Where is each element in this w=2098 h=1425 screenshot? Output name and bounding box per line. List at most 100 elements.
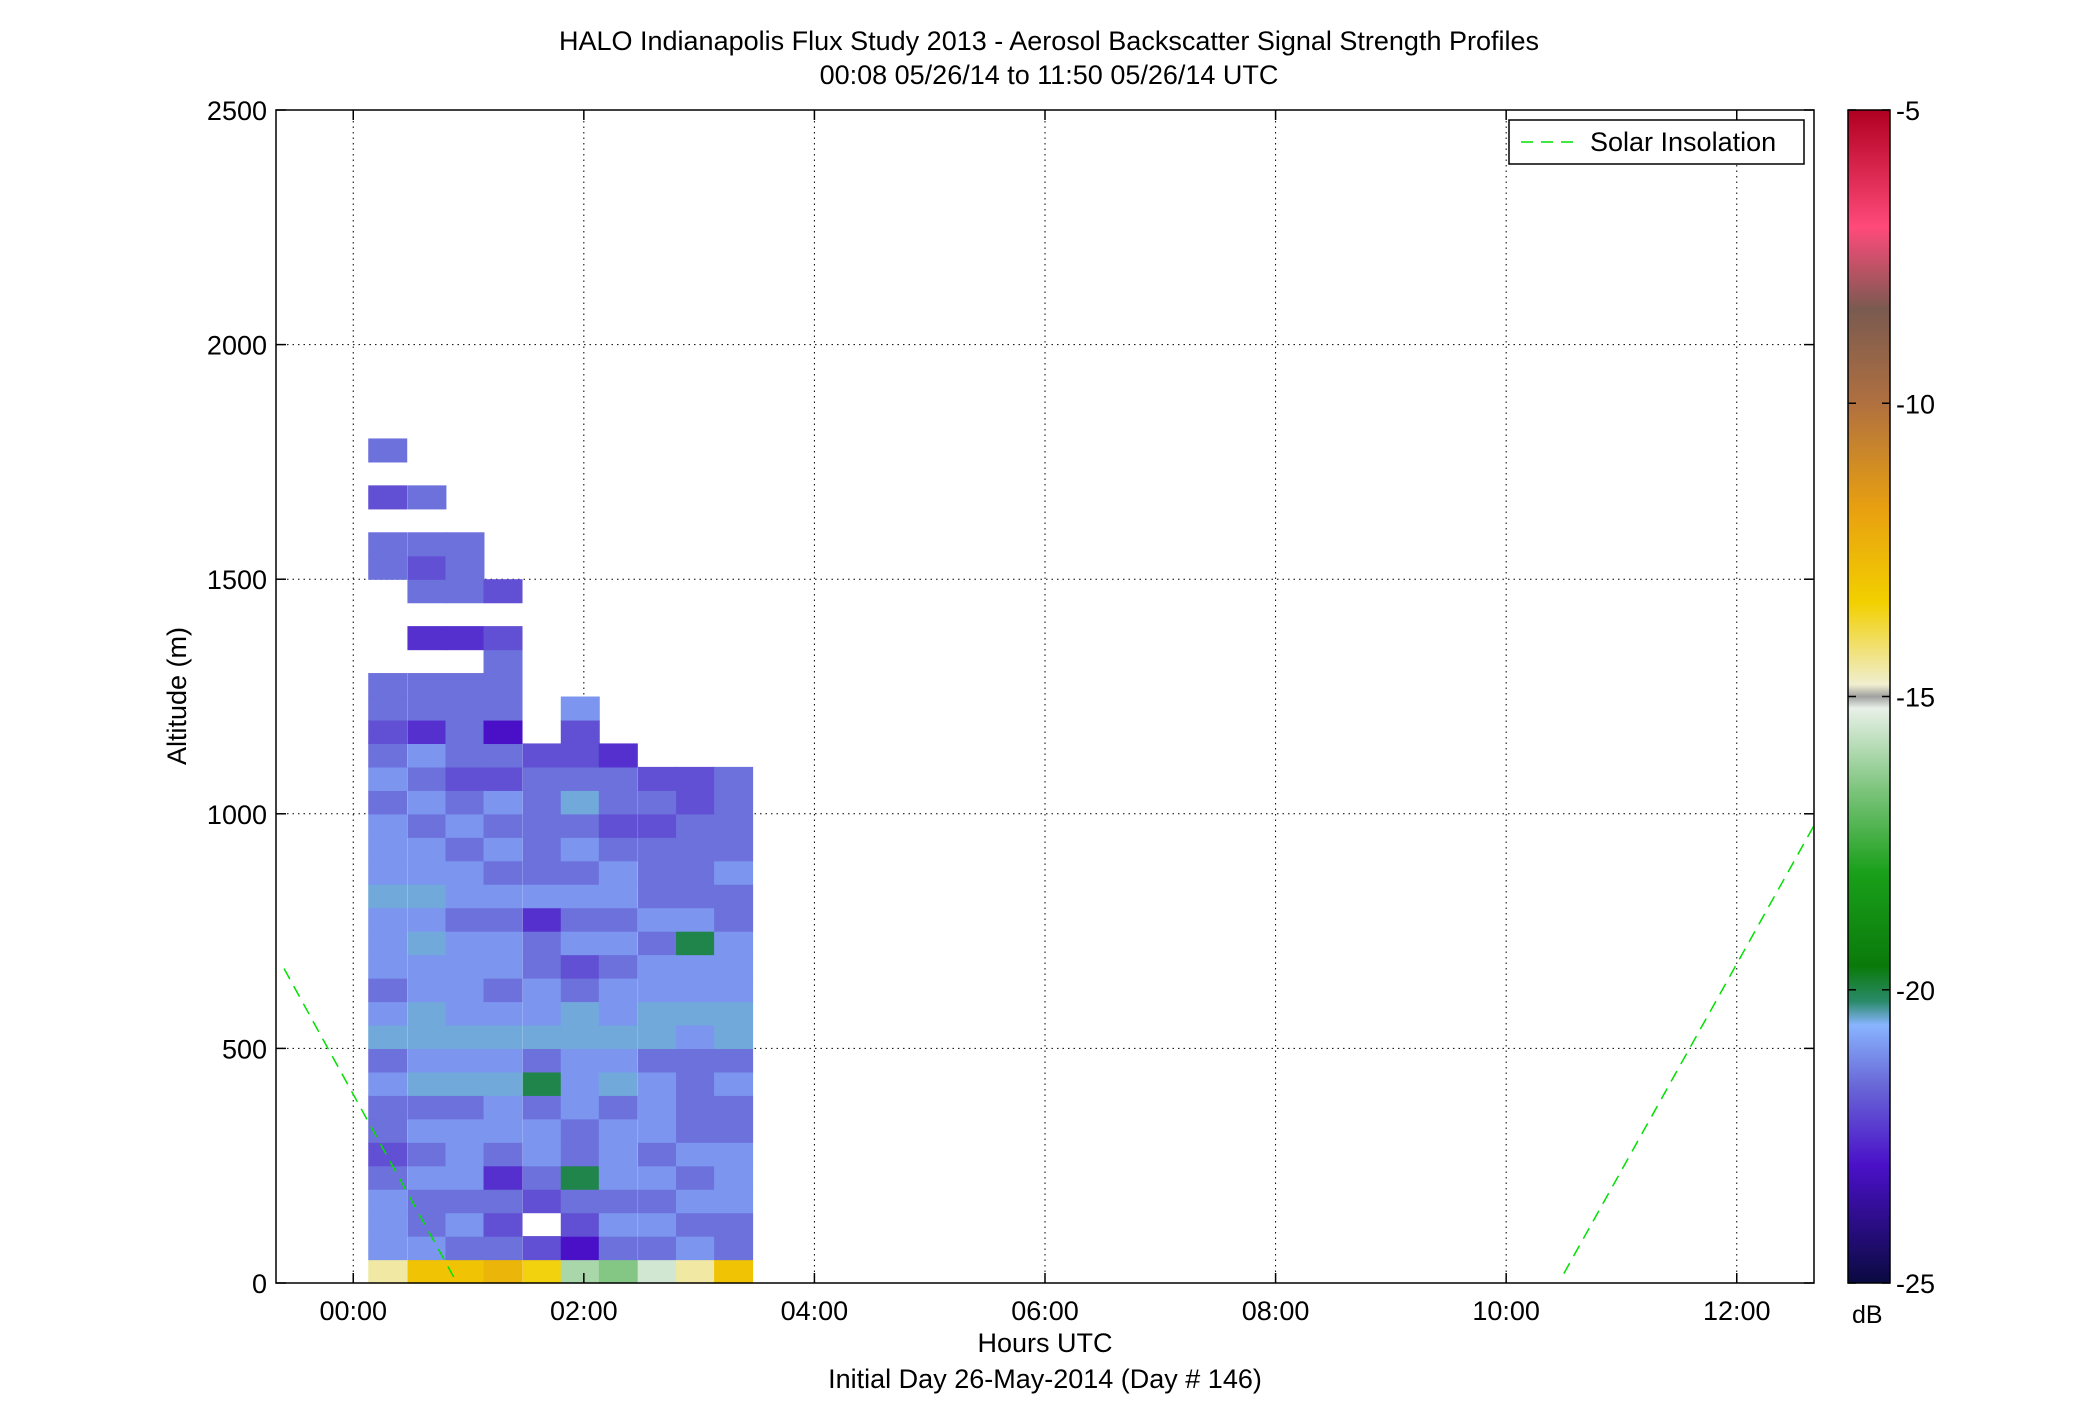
- heatmap-cell: [676, 860, 716, 885]
- heatmap-cell: [368, 1212, 408, 1237]
- x-tick-label: 12:00: [1703, 1296, 1771, 1326]
- heatmap-cell: [560, 1071, 600, 1096]
- heatmap-cell: [368, 766, 408, 791]
- heatmap-cell: [445, 719, 485, 745]
- heatmap-cell: [598, 1212, 638, 1237]
- heatmap-cell: [638, 837, 678, 862]
- heatmap-cell: [638, 1001, 678, 1026]
- solar-insolation-lines: [283, 825, 1815, 1284]
- heatmap-cell: [407, 1212, 447, 1237]
- heatmap-cell: [560, 1165, 600, 1190]
- heatmap-cell: [598, 813, 638, 838]
- y-tick-label: 1000: [207, 800, 267, 830]
- heatmap-cell: [483, 1165, 523, 1190]
- heatmap-cell: [714, 1212, 754, 1237]
- heatmap-cell: [407, 1118, 447, 1143]
- heatmap-cell: [638, 884, 678, 909]
- heatmap-cell: [638, 1118, 678, 1143]
- heatmap-cell: [368, 1189, 408, 1214]
- heatmap-cell: [560, 813, 600, 838]
- heatmap-cell: [368, 438, 408, 463]
- heatmap-cell: [445, 790, 485, 815]
- heatmap-cell: [638, 1165, 678, 1190]
- heatmap-cell: [676, 907, 716, 932]
- heatmap-cell: [407, 1001, 447, 1026]
- heatmap-cell: [560, 790, 600, 815]
- heatmap-cell: [483, 790, 523, 815]
- heatmap-cell: [368, 1048, 408, 1073]
- heatmap-cell: [714, 1095, 754, 1120]
- heatmap-cell: [638, 1212, 678, 1237]
- x-axis-label: Hours UTC: [977, 1328, 1112, 1358]
- legend-entry-label: Solar Insolation: [1590, 127, 1776, 157]
- heatmap-cell: [714, 1189, 754, 1214]
- heatmap-cell: [522, 1165, 562, 1190]
- heatmap-cell: [560, 837, 600, 862]
- heatmap-cell: [560, 1189, 600, 1214]
- heatmap-cell: [676, 813, 716, 838]
- heatmap-cell: [445, 1212, 485, 1237]
- colorbar-tick-label: -15: [1896, 683, 1935, 713]
- heatmap-cell: [483, 860, 523, 885]
- x-axis-sublabel: Initial Day 26-May-2014 (Day # 146): [828, 1364, 1262, 1394]
- heatmap-cell: [445, 579, 485, 604]
- x-tick-label: 04:00: [781, 1296, 849, 1326]
- heatmap-cell: [407, 1189, 447, 1214]
- colorbar-tick-label: -10: [1896, 389, 1935, 419]
- heatmap-cell: [483, 766, 523, 791]
- x-tick-label: 00:00: [319, 1296, 387, 1326]
- heatmap-cell: [714, 884, 754, 909]
- heatmap-cell: [676, 1189, 716, 1214]
- heatmap-cell: [714, 1071, 754, 1096]
- heatmap-cell: [368, 1236, 408, 1261]
- heatmap-cell: [522, 1189, 562, 1214]
- heatmap-cell: [676, 790, 716, 815]
- heatmap-cell: [407, 790, 447, 815]
- heatmap-cell: [445, 837, 485, 862]
- heatmap-cell: [368, 485, 408, 510]
- heatmap-cell: [407, 978, 447, 1003]
- heatmap-cell: [407, 954, 447, 979]
- heatmap-cell: [714, 978, 754, 1003]
- heatmap-cell: [407, 837, 447, 862]
- heatmap-cell: [483, 907, 523, 932]
- heatmap-cell: [598, 1001, 638, 1026]
- heatmap-cell: [598, 1095, 638, 1120]
- y-tick-label: 2000: [207, 331, 267, 361]
- heatmap-cell: [445, 1118, 485, 1143]
- plot-area: 00:00 02:00 04:00 06:00 08:00 10:00 12:00 0 500 1…: [207, 96, 1815, 1326]
- heatmap-cell: [676, 1212, 716, 1237]
- heatmap-cell: [560, 954, 600, 979]
- heatmap-cell: [368, 696, 408, 721]
- heatmap-cell: [598, 1165, 638, 1190]
- heatmap-cell: [714, 790, 754, 815]
- heatmap-cell: [560, 719, 600, 745]
- heatmap-cell: [598, 1048, 638, 1073]
- heatmap-cell: [714, 766, 754, 791]
- heatmap-cell: [368, 1095, 408, 1120]
- heatmap-cell: [598, 954, 638, 979]
- heatmap-cell: [368, 1024, 408, 1049]
- heatmap-cell: [483, 978, 523, 1003]
- colorbar: -5 -10 -15 -20 -25 dB: [1847, 96, 1935, 1329]
- heatmap-cell: [407, 1024, 447, 1049]
- heatmap-cell: [714, 931, 754, 956]
- heatmap-cell: [598, 743, 638, 768]
- heatmap-cell: [483, 1048, 523, 1073]
- heatmap-cell: [445, 626, 485, 651]
- heatmap-cell: [368, 954, 408, 979]
- heatmap-cell: [445, 1024, 485, 1049]
- heatmap-cell: [407, 532, 447, 557]
- heatmap-cell: [638, 954, 678, 979]
- heatmap-cell: [676, 1118, 716, 1143]
- heatmap-cell: [483, 696, 523, 721]
- heatmap-cell: [368, 532, 408, 557]
- heatmap-cell: [522, 1259, 562, 1284]
- y-tick-label: 0: [252, 1269, 267, 1299]
- colorbar-ticks: -5 -10 -15 -20 -25: [1848, 96, 1935, 1299]
- heatmap-cell: [407, 1165, 447, 1190]
- heatmap-cell: [483, 719, 523, 745]
- heatmap-cell: [483, 1001, 523, 1026]
- heatmap-cell: [598, 1142, 638, 1167]
- heatmap-cell: [598, 907, 638, 932]
